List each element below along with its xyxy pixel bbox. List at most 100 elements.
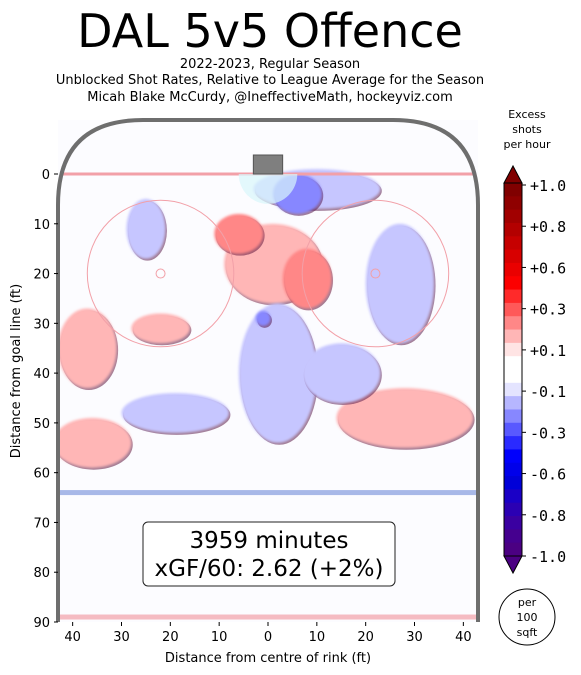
shot-deficit-region <box>302 343 382 405</box>
colorbar-swatch <box>504 422 522 437</box>
x-tick-label: 10 <box>309 630 326 645</box>
faceoff-circle <box>301 199 450 348</box>
faceoff-circle <box>86 199 235 348</box>
colorbar-title: Excess shots per hour <box>504 108 551 151</box>
x-tick-label: 30 <box>113 630 130 645</box>
y-tick-label: 60 <box>33 467 50 482</box>
faceoff-dot <box>370 268 381 279</box>
unit-badge: per 100 sqft <box>498 588 556 646</box>
colorbar-swatch <box>504 476 522 490</box>
colorbar: +1.0 +0.8 +0.6 +0.3 +0.1 -0.1 -0.3 -0.6 -0.8 -1.0 <box>503 164 566 575</box>
unit-badge-line: sqft <box>517 626 538 639</box>
colorbar-min-arrow <box>503 555 523 575</box>
colorbar-tick-label: +0.1 <box>530 342 566 360</box>
unit-badge-line: per <box>518 596 537 609</box>
blue-line <box>58 490 478 496</box>
colorbar-swatch <box>504 342 522 357</box>
chart-subtitle-author: Micah Blake McCurdy, @IneffectiveMath, h… <box>87 90 453 105</box>
region-fill <box>302 343 381 403</box>
colorbar-tick-label: -0.3 <box>530 424 566 442</box>
goal-net <box>252 154 284 175</box>
excess-shots-region <box>282 248 333 311</box>
colorbar-tick-label: -0.6 <box>530 466 566 484</box>
region-fill <box>255 310 271 326</box>
colorbar-swatch <box>504 316 522 331</box>
colorbar-swatch <box>504 196 522 211</box>
unit-badge-circle <box>498 588 556 646</box>
region-fill <box>282 248 332 309</box>
colorbar-tick-label: -1.0 <box>530 548 566 566</box>
colorbar-swatch <box>504 436 522 450</box>
y-tick-label: 20 <box>33 268 50 283</box>
colorbar-swatch <box>504 462 522 477</box>
colorbar-swatch <box>504 236 522 251</box>
colorbar-swatch <box>504 489 522 504</box>
region-fill <box>58 308 117 389</box>
y-tick-label: 10 <box>33 218 50 233</box>
rink-markings <box>58 154 478 620</box>
colorbar-swatch <box>504 329 522 344</box>
y-tick-label: 80 <box>33 566 50 581</box>
colorbar-swatch <box>504 289 522 304</box>
colorbar-max-arrow <box>503 164 523 184</box>
region-fill <box>214 213 264 254</box>
shot-deficit-region <box>121 393 231 435</box>
chart-subtitle-metric: Unblocked Shot Rates, Relative to League… <box>55 73 485 88</box>
colorbar-tick-label: -0.8 <box>530 507 566 525</box>
y-tick-label: 50 <box>33 417 50 432</box>
excess-shots-region <box>214 213 265 256</box>
colorbar-swatch <box>504 449 522 464</box>
faceoff-dot <box>155 268 166 279</box>
x-tick-label: 10 <box>211 630 228 645</box>
x-tick-label: 40 <box>64 630 81 645</box>
region-fill <box>365 223 435 344</box>
colorbar-tick-label: +0.8 <box>530 218 566 236</box>
heatmap-regions <box>58 169 475 470</box>
centre-line <box>58 614 478 620</box>
rink-boards <box>56 118 480 622</box>
x-tick-label: 40 <box>455 630 472 645</box>
colorbar-swatch <box>504 409 522 424</box>
colorbar-swatch <box>504 502 522 517</box>
region-fill <box>238 303 317 443</box>
y-tick-label: 70 <box>33 516 50 531</box>
colorbar-swatch <box>504 276 522 291</box>
stats-annotation-box <box>142 521 396 587</box>
colorbar-swatch <box>504 222 522 237</box>
colorbar-frame <box>503 182 523 557</box>
stats-annotation: 3959 minutes xGF/60: 2.62 (+2%) <box>142 521 396 587</box>
region-fill <box>58 417 132 468</box>
region-fill <box>131 313 190 344</box>
colorbar-swatch <box>504 262 522 277</box>
excess-shots-region <box>58 417 133 470</box>
colorbar-swatch <box>504 529 522 544</box>
goal-crease <box>238 174 298 204</box>
colorbar-swatch <box>504 516 522 530</box>
region-fill <box>336 388 474 448</box>
minutes-label: 3959 minutes <box>190 528 349 554</box>
x-tick-label: 20 <box>357 630 374 645</box>
colorbar-tick-label: +0.6 <box>530 259 566 277</box>
colorbar-title-line: Excess <box>508 108 546 121</box>
excess-shots-region <box>58 308 119 391</box>
unit-badge-line: 100 <box>517 611 538 624</box>
x-axis-label: Distance from centre of rink (ft) <box>165 651 371 666</box>
colorbar-swatch <box>504 542 522 557</box>
chart-subtitle-season: 2022-2023, Regular Season <box>179 57 361 72</box>
y-axis: 0 10 20 30 40 50 60 70 80 90 <box>33 168 58 631</box>
shot-deficit-region <box>255 310 272 328</box>
region-fill <box>121 393 229 433</box>
colorbar-swatch <box>504 382 522 397</box>
xgf-label: xGF/60: 2.62 (+2%) <box>155 556 384 582</box>
colorbar-swatch <box>504 209 522 224</box>
colorbar-swatch <box>504 249 522 264</box>
x-tick-label: 20 <box>162 630 179 645</box>
colorbar-swatch <box>504 396 522 410</box>
y-tick-label: 0 <box>42 168 50 183</box>
region-fill <box>126 198 166 259</box>
colorbar-tick-label: -0.1 <box>530 383 566 401</box>
shot-deficit-region <box>238 303 319 445</box>
shot-deficit-region <box>126 198 167 261</box>
y-tick-label: 90 <box>33 616 50 631</box>
excess-shots-region <box>336 388 475 450</box>
